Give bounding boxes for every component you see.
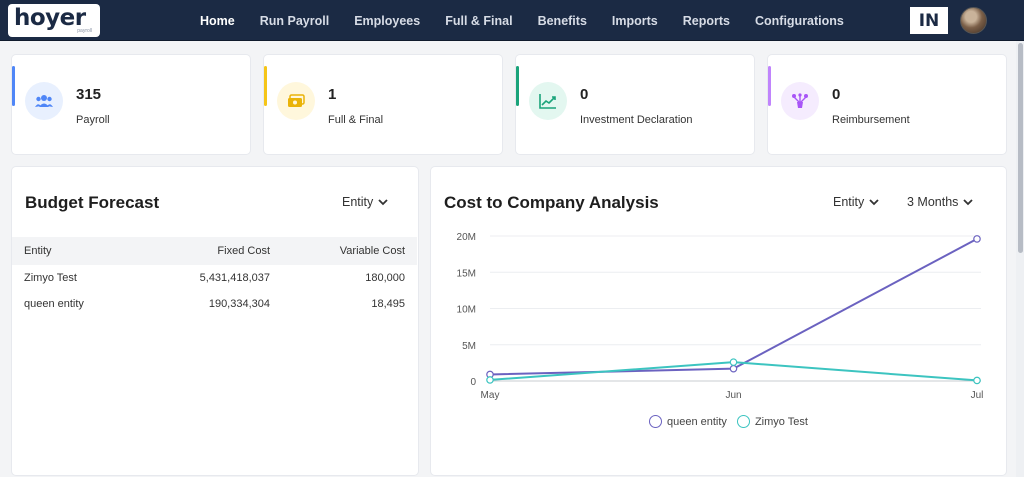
ctc-entity-dropdown[interactable]: Entity (833, 195, 879, 209)
y-tick-label: 15M (457, 268, 476, 279)
data-point-queen-entity (729, 364, 738, 373)
y-tick-label: 10M (457, 305, 476, 316)
stat-accent-bar (264, 66, 267, 106)
cell-variable-cost: 180,000 (365, 272, 405, 284)
chevron-down-icon (378, 198, 388, 205)
brand-logo[interactable]: hoyer payroll (8, 4, 100, 37)
series-line-queen-entity (489, 238, 978, 376)
legend-item-queen-entity[interactable]: queen entity (649, 415, 727, 428)
money-icon (277, 82, 315, 120)
column-header-variable-cost: Variable Cost (339, 245, 405, 257)
column-header-fixed-cost: Fixed Cost (217, 245, 270, 257)
nav-item-reports[interactable]: Reports (682, 13, 730, 28)
ctc-period-dropdown-label: 3 Months (907, 195, 959, 209)
page-scrollbar[interactable] (1016, 41, 1024, 477)
x-tick-label: May (481, 390, 500, 401)
chart-legend: queen entity Zimyo Test (649, 415, 818, 428)
table-header: Entity Fixed Cost Variable Cost (12, 237, 417, 265)
nav-item-full-final[interactable]: Full & Final (445, 13, 513, 28)
x-tick-label: Jun (725, 390, 741, 401)
stat-label: Full & Final (328, 114, 384, 126)
brand-logo-text: hoyer (14, 5, 86, 31)
scrollbar-thumb[interactable] (1018, 43, 1023, 253)
cell-entity: queen entity (24, 298, 84, 310)
nav-item-home[interactable]: Home (200, 13, 235, 28)
ctc-analysis-title: Cost to Company Analysis (444, 193, 659, 212)
stat-value: 0 (580, 86, 589, 103)
nav-item-employees[interactable]: Employees (354, 13, 421, 28)
stat-label: Payroll (76, 114, 110, 126)
legend-marker (736, 415, 750, 428)
budget-forecast-title: Budget Forecast (25, 193, 160, 212)
budget-entity-dropdown[interactable]: Entity (342, 195, 388, 209)
stat-card-investment-declaration[interactable]: 0 Investment Declaration (516, 55, 754, 154)
legend-marker (649, 415, 662, 428)
ctc-period-dropdown[interactable]: 3 Months (907, 195, 974, 209)
brand-logo-subtext: payroll (77, 28, 92, 34)
ctc-line-chart: 0 5M 10M 15M 20M May Jun Jul (457, 232, 984, 401)
table-row: queen entity 190,334,304 18,495 (12, 291, 417, 317)
budget-forecast-table: Entity Fixed Cost Variable Cost Zimyo Te… (12, 237, 417, 317)
y-tick-label: 5M (462, 341, 476, 352)
budget-forecast-panel: Budget Forecast Entity Entity Fixed Cost… (12, 167, 418, 475)
x-tick-label: Jul (971, 390, 984, 401)
legend-label: queen entity (667, 415, 727, 428)
data-point-zimyo-test (973, 376, 981, 385)
stat-card-payroll[interactable]: 315 Payroll (12, 55, 250, 154)
data-point-zimyo-test (729, 358, 738, 366)
top-navbar: hoyer payroll Home Run Payroll Employees Fu… (0, 0, 1024, 41)
main-nav: Home Run Payroll Employees Full & Final Bene… (200, 0, 869, 41)
nav-item-configurations[interactable]: Configurations (754, 13, 844, 28)
data-point-queen-entity (973, 235, 981, 243)
data-point-zimyo-test (486, 376, 494, 384)
reimbursement-icon (781, 82, 819, 120)
y-tick-label: 20M (457, 232, 476, 243)
stat-accent-bar (12, 66, 15, 106)
legend-item-zimyo-test[interactable]: Zimyo Test (736, 415, 808, 428)
cell-fixed-cost: 5,431,418,037 (199, 272, 270, 284)
stat-value: 1 (328, 86, 337, 103)
stat-card-reimbursement[interactable]: 0 Reimbursement (768, 55, 1006, 154)
chevron-down-icon (869, 198, 879, 205)
y-tick-label: 0 (470, 377, 476, 388)
stat-label: Reimbursement (832, 114, 910, 126)
column-header-entity: Entity (24, 245, 52, 257)
cell-fixed-cost: 190,334,304 (208, 298, 270, 310)
stat-value: 315 (76, 86, 102, 103)
user-avatar[interactable] (960, 7, 987, 34)
ctc-entity-dropdown-label: Entity (833, 195, 865, 209)
cell-entity: Zimyo Test (24, 272, 77, 284)
stat-card-full-final[interactable]: 1 Full & Final (264, 55, 502, 154)
stat-accent-bar (516, 66, 519, 106)
table-row: Zimyo Test 5,431,418,037 180,000 (12, 265, 417, 291)
stat-accent-bar (768, 66, 771, 106)
legend-label: Zimyo Test (754, 415, 808, 428)
nav-item-run-payroll[interactable]: Run Payroll (259, 13, 330, 28)
cell-variable-cost: 18,495 (371, 298, 405, 310)
nav-item-benefits[interactable]: Benefits (537, 13, 587, 28)
stat-value: 0 (832, 86, 841, 103)
stat-label: Investment Declaration (580, 114, 693, 126)
ctc-analysis-panel: Cost to Company Analysis Entity 3 Months… (431, 167, 1006, 475)
users-icon (25, 82, 63, 120)
chevron-down-icon (963, 198, 974, 205)
nav-item-imports[interactable]: Imports (611, 13, 658, 28)
budget-entity-dropdown-label: Entity (342, 195, 374, 209)
country-selector[interactable]: IN (910, 7, 948, 34)
trend-up-icon (529, 82, 567, 120)
